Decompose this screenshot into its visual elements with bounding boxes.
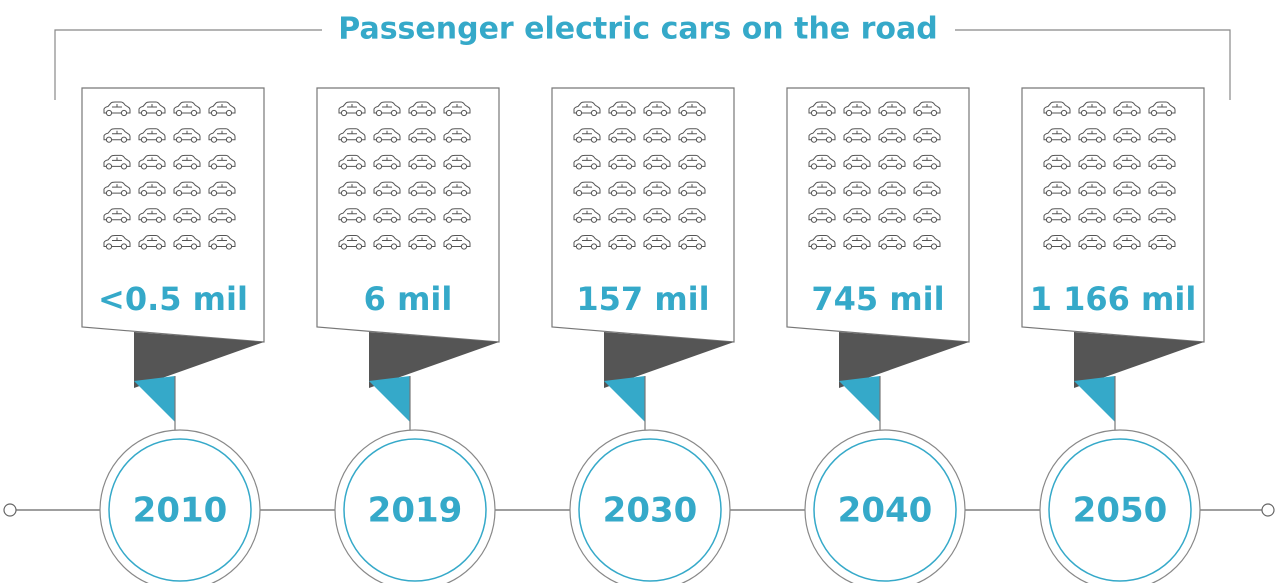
year: 2019 xyxy=(368,491,463,531)
year-circle xyxy=(343,438,487,582)
value-label: 1 166 mil xyxy=(1030,280,1197,318)
year-circle xyxy=(813,438,957,582)
ribbon-teal xyxy=(604,376,645,422)
connector xyxy=(1114,376,1121,439)
connector xyxy=(409,376,416,439)
ribbon-teal xyxy=(1074,376,1115,422)
value-label: 157 mil xyxy=(576,280,709,318)
year-circle xyxy=(578,438,722,582)
ribbon-teal xyxy=(369,376,410,422)
ribbon-teal xyxy=(839,376,880,422)
value-label: 6 mil xyxy=(364,280,453,318)
ribbon-dark xyxy=(1074,332,1204,388)
year: 2050 xyxy=(1073,491,1168,531)
ribbon-teal xyxy=(134,376,175,422)
connector xyxy=(879,376,886,439)
year: 2030 xyxy=(603,491,698,531)
value-label: <0.5 mil xyxy=(98,280,248,318)
timeline-end xyxy=(3,503,17,517)
connector xyxy=(644,376,651,439)
ribbon-dark xyxy=(134,332,264,388)
title: Passenger electric cars on the road xyxy=(338,12,937,47)
year: 2040 xyxy=(838,491,933,531)
timeline-end xyxy=(1261,503,1275,517)
ribbon-dark xyxy=(604,332,734,388)
bracket xyxy=(54,29,1231,100)
value-label: 745 mil xyxy=(811,280,944,318)
ribbon-dark xyxy=(839,332,969,388)
year-circle xyxy=(1048,438,1192,582)
ribbon-dark xyxy=(369,332,499,388)
year-circle xyxy=(108,438,252,582)
year: 2010 xyxy=(133,491,228,531)
connector xyxy=(174,376,181,439)
